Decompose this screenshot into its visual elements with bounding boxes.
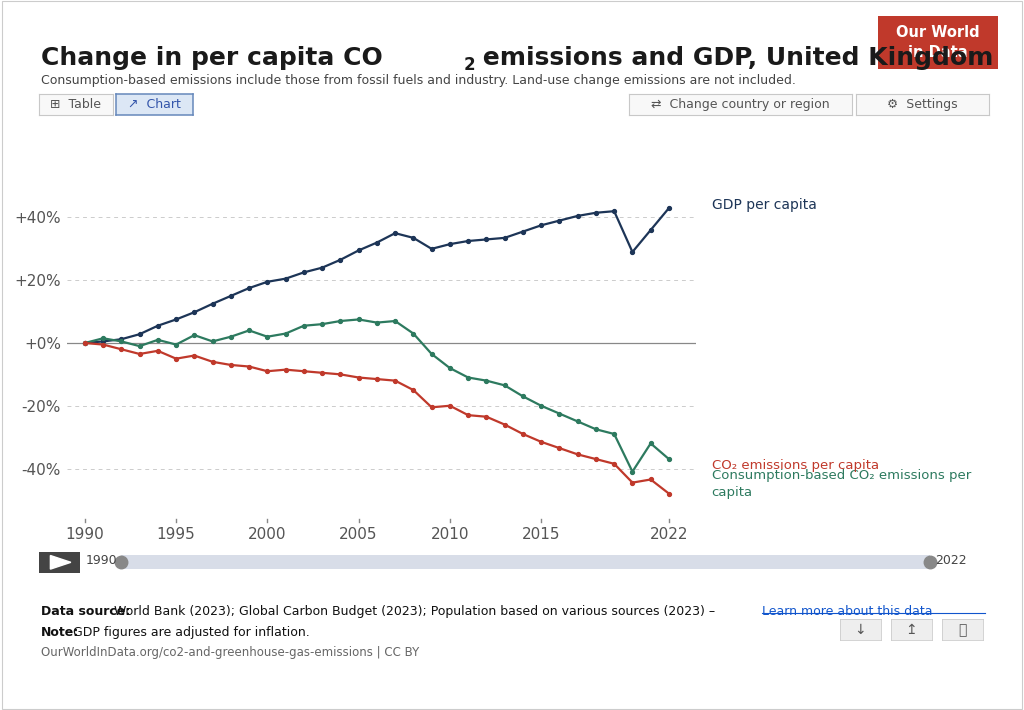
Text: GDP per capita: GDP per capita	[712, 197, 816, 212]
Text: Consumption-based emissions include those from fossil fuels and industry. Land-u: Consumption-based emissions include thos…	[41, 74, 796, 87]
Text: emissions and GDP, United Kingdom: emissions and GDP, United Kingdom	[474, 46, 993, 70]
Text: Change in per capita CO: Change in per capita CO	[41, 46, 383, 70]
Text: ↓: ↓	[854, 623, 866, 637]
Text: OurWorldInData.org/co2-and-greenhouse-gas-emissions | CC BY: OurWorldInData.org/co2-and-greenhouse-ga…	[41, 646, 419, 659]
Text: Consumption-based CO₂ emissions per
capita: Consumption-based CO₂ emissions per capi…	[712, 469, 971, 499]
Text: Data source:: Data source:	[41, 605, 130, 618]
Text: ↗  Chart: ↗ Chart	[128, 98, 180, 111]
Text: World Bank (2023); Global Carbon Budget (2023); Population based on various sour: World Bank (2023); Global Carbon Budget …	[110, 605, 719, 618]
Text: 2022: 2022	[935, 555, 967, 567]
Polygon shape	[50, 555, 71, 569]
Text: GDP figures are adjusted for inflation.: GDP figures are adjusted for inflation.	[69, 626, 309, 639]
Text: 1990: 1990	[86, 555, 118, 567]
Text: ↥: ↥	[905, 623, 918, 637]
Text: ⤢: ⤢	[958, 623, 967, 637]
Text: 2: 2	[463, 56, 475, 74]
Text: ⊞  Table: ⊞ Table	[50, 98, 101, 111]
Text: ⚙  Settings: ⚙ Settings	[888, 98, 957, 111]
Text: CO₂ emissions per capita: CO₂ emissions per capita	[712, 459, 879, 471]
Text: Note:: Note:	[41, 626, 79, 639]
Text: Learn more about this data: Learn more about this data	[762, 605, 933, 618]
Text: Our World
in Data: Our World in Data	[896, 25, 980, 60]
Text: ⇄  Change country or region: ⇄ Change country or region	[651, 98, 829, 111]
